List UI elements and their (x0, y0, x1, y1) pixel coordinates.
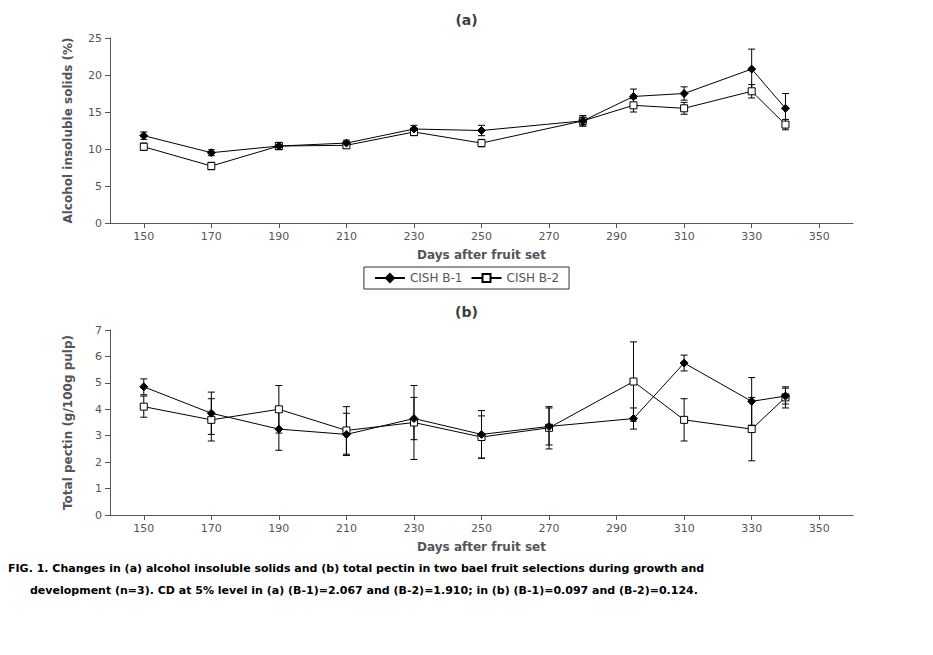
svg-text:20: 20 (88, 69, 102, 82)
svg-text:350: 350 (809, 522, 830, 535)
svg-text:6: 6 (95, 350, 102, 363)
svg-text:150: 150 (133, 230, 154, 243)
svg-text:310: 310 (674, 522, 695, 535)
svg-text:CISH B-1: CISH B-1 (410, 271, 463, 285)
svg-text:150: 150 (133, 522, 154, 535)
svg-text:210: 210 (336, 522, 357, 535)
svg-text:1: 1 (95, 482, 102, 495)
svg-text:3: 3 (95, 429, 102, 442)
svg-text:Days after fruit set: Days after fruit set (417, 540, 546, 554)
svg-text:CISH B-2: CISH B-2 (507, 271, 560, 285)
svg-text:230: 230 (403, 522, 424, 535)
svg-text:Alcohol insoluble solids (%): Alcohol insoluble solids (%) (61, 37, 75, 223)
svg-text:development (n=3). CD at 5% le: development (n=3). CD at 5% level in (a)… (30, 584, 698, 597)
svg-text:170: 170 (201, 230, 222, 243)
svg-text:Days after fruit set: Days after fruit set (417, 248, 546, 262)
svg-text:5: 5 (95, 180, 102, 193)
svg-text:0: 0 (95, 509, 102, 522)
svg-text:15: 15 (88, 106, 102, 119)
svg-text:2: 2 (95, 456, 102, 469)
svg-text:Total pectin (g/100g pulp): Total pectin (g/100g pulp) (61, 335, 75, 510)
svg-text:310: 310 (674, 230, 695, 243)
svg-text:4: 4 (95, 403, 102, 416)
svg-text:25: 25 (88, 32, 102, 45)
svg-text:350: 350 (809, 230, 830, 243)
svg-text:230: 230 (403, 230, 424, 243)
svg-text:FIG. 1. Changes in (a) alcohol: FIG. 1. Changes in (a) alcohol insoluble… (8, 562, 704, 575)
svg-text:10: 10 (88, 143, 102, 156)
svg-text:170: 170 (201, 522, 222, 535)
svg-text:330: 330 (741, 522, 762, 535)
svg-text:(b): (b) (455, 304, 478, 320)
svg-text:290: 290 (606, 230, 627, 243)
svg-text:7: 7 (95, 324, 102, 337)
svg-text:290: 290 (606, 522, 627, 535)
svg-text:0: 0 (95, 217, 102, 230)
svg-text:250: 250 (471, 230, 492, 243)
svg-text:190: 190 (268, 230, 289, 243)
svg-text:5: 5 (95, 376, 102, 389)
svg-text:210: 210 (336, 230, 357, 243)
svg-text:270: 270 (539, 522, 560, 535)
svg-text:250: 250 (471, 522, 492, 535)
svg-text:(a): (a) (455, 12, 477, 28)
svg-text:330: 330 (741, 230, 762, 243)
svg-text:270: 270 (539, 230, 560, 243)
svg-text:190: 190 (268, 522, 289, 535)
